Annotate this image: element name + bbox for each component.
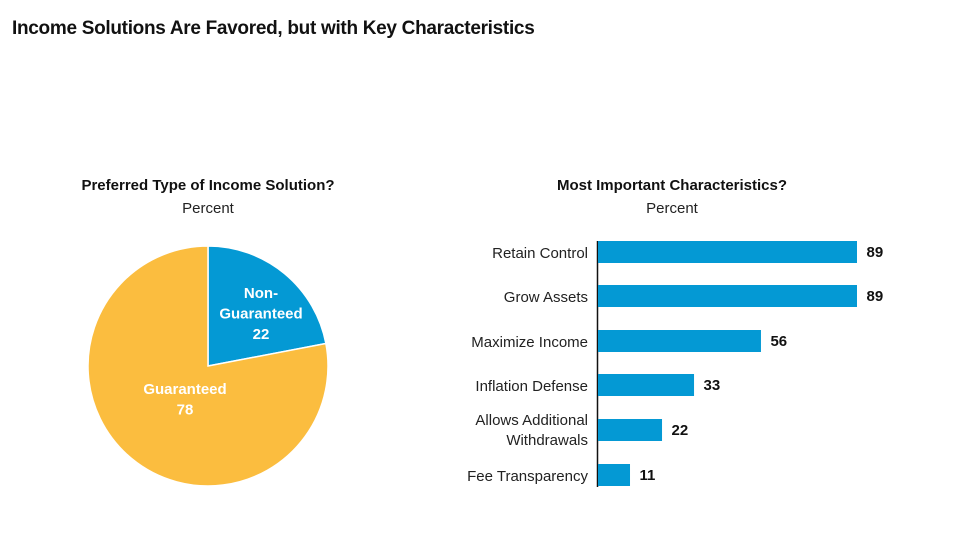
bar-category-label-4: Inflation Defense <box>475 378 588 395</box>
bar-2 <box>598 285 857 307</box>
page-title: Income Solutions Are Favored, but with K… <box>12 18 535 39</box>
pie-slice-label-1: Non-Guaranteed 22 <box>219 285 302 343</box>
bar-value-label-2: 89 <box>867 288 884 305</box>
bar-category-label-3: Maximize Income <box>471 334 588 351</box>
bar-category-label-6: Fee Transparency <box>467 468 588 485</box>
bar-category-label-5: Allows Additional Withdrawals <box>475 412 588 449</box>
bar-value-label-4: 33 <box>704 377 721 394</box>
pie-chart-title: Preferred Type of Income Solution? <box>81 177 335 194</box>
pie-chart-subtitle: Percent <box>182 200 234 217</box>
bar-6 <box>598 464 631 486</box>
bar-1 <box>598 241 857 263</box>
bar-value-label-6: 11 <box>640 467 656 484</box>
bar-chart-subtitle: Percent <box>646 200 698 217</box>
bar-value-label-1: 89 <box>867 244 884 261</box>
bar-4 <box>598 374 695 396</box>
pie-slice-1 <box>207 245 327 367</box>
bar-value-label-5: 22 <box>672 422 689 439</box>
bar-value-label-3: 56 <box>770 333 787 350</box>
bar-5 <box>598 419 663 441</box>
pie-slice-2 <box>87 245 329 487</box>
bar-chart-title: Most Important Characteristics? <box>556 177 788 194</box>
bar-category-label-1: Retain Control <box>492 245 588 262</box>
pie-slice-label-2: Guaranteed 78 <box>143 381 226 419</box>
bar-category-label-2: Grow Assets <box>504 289 588 306</box>
bar-3 <box>598 330 761 352</box>
